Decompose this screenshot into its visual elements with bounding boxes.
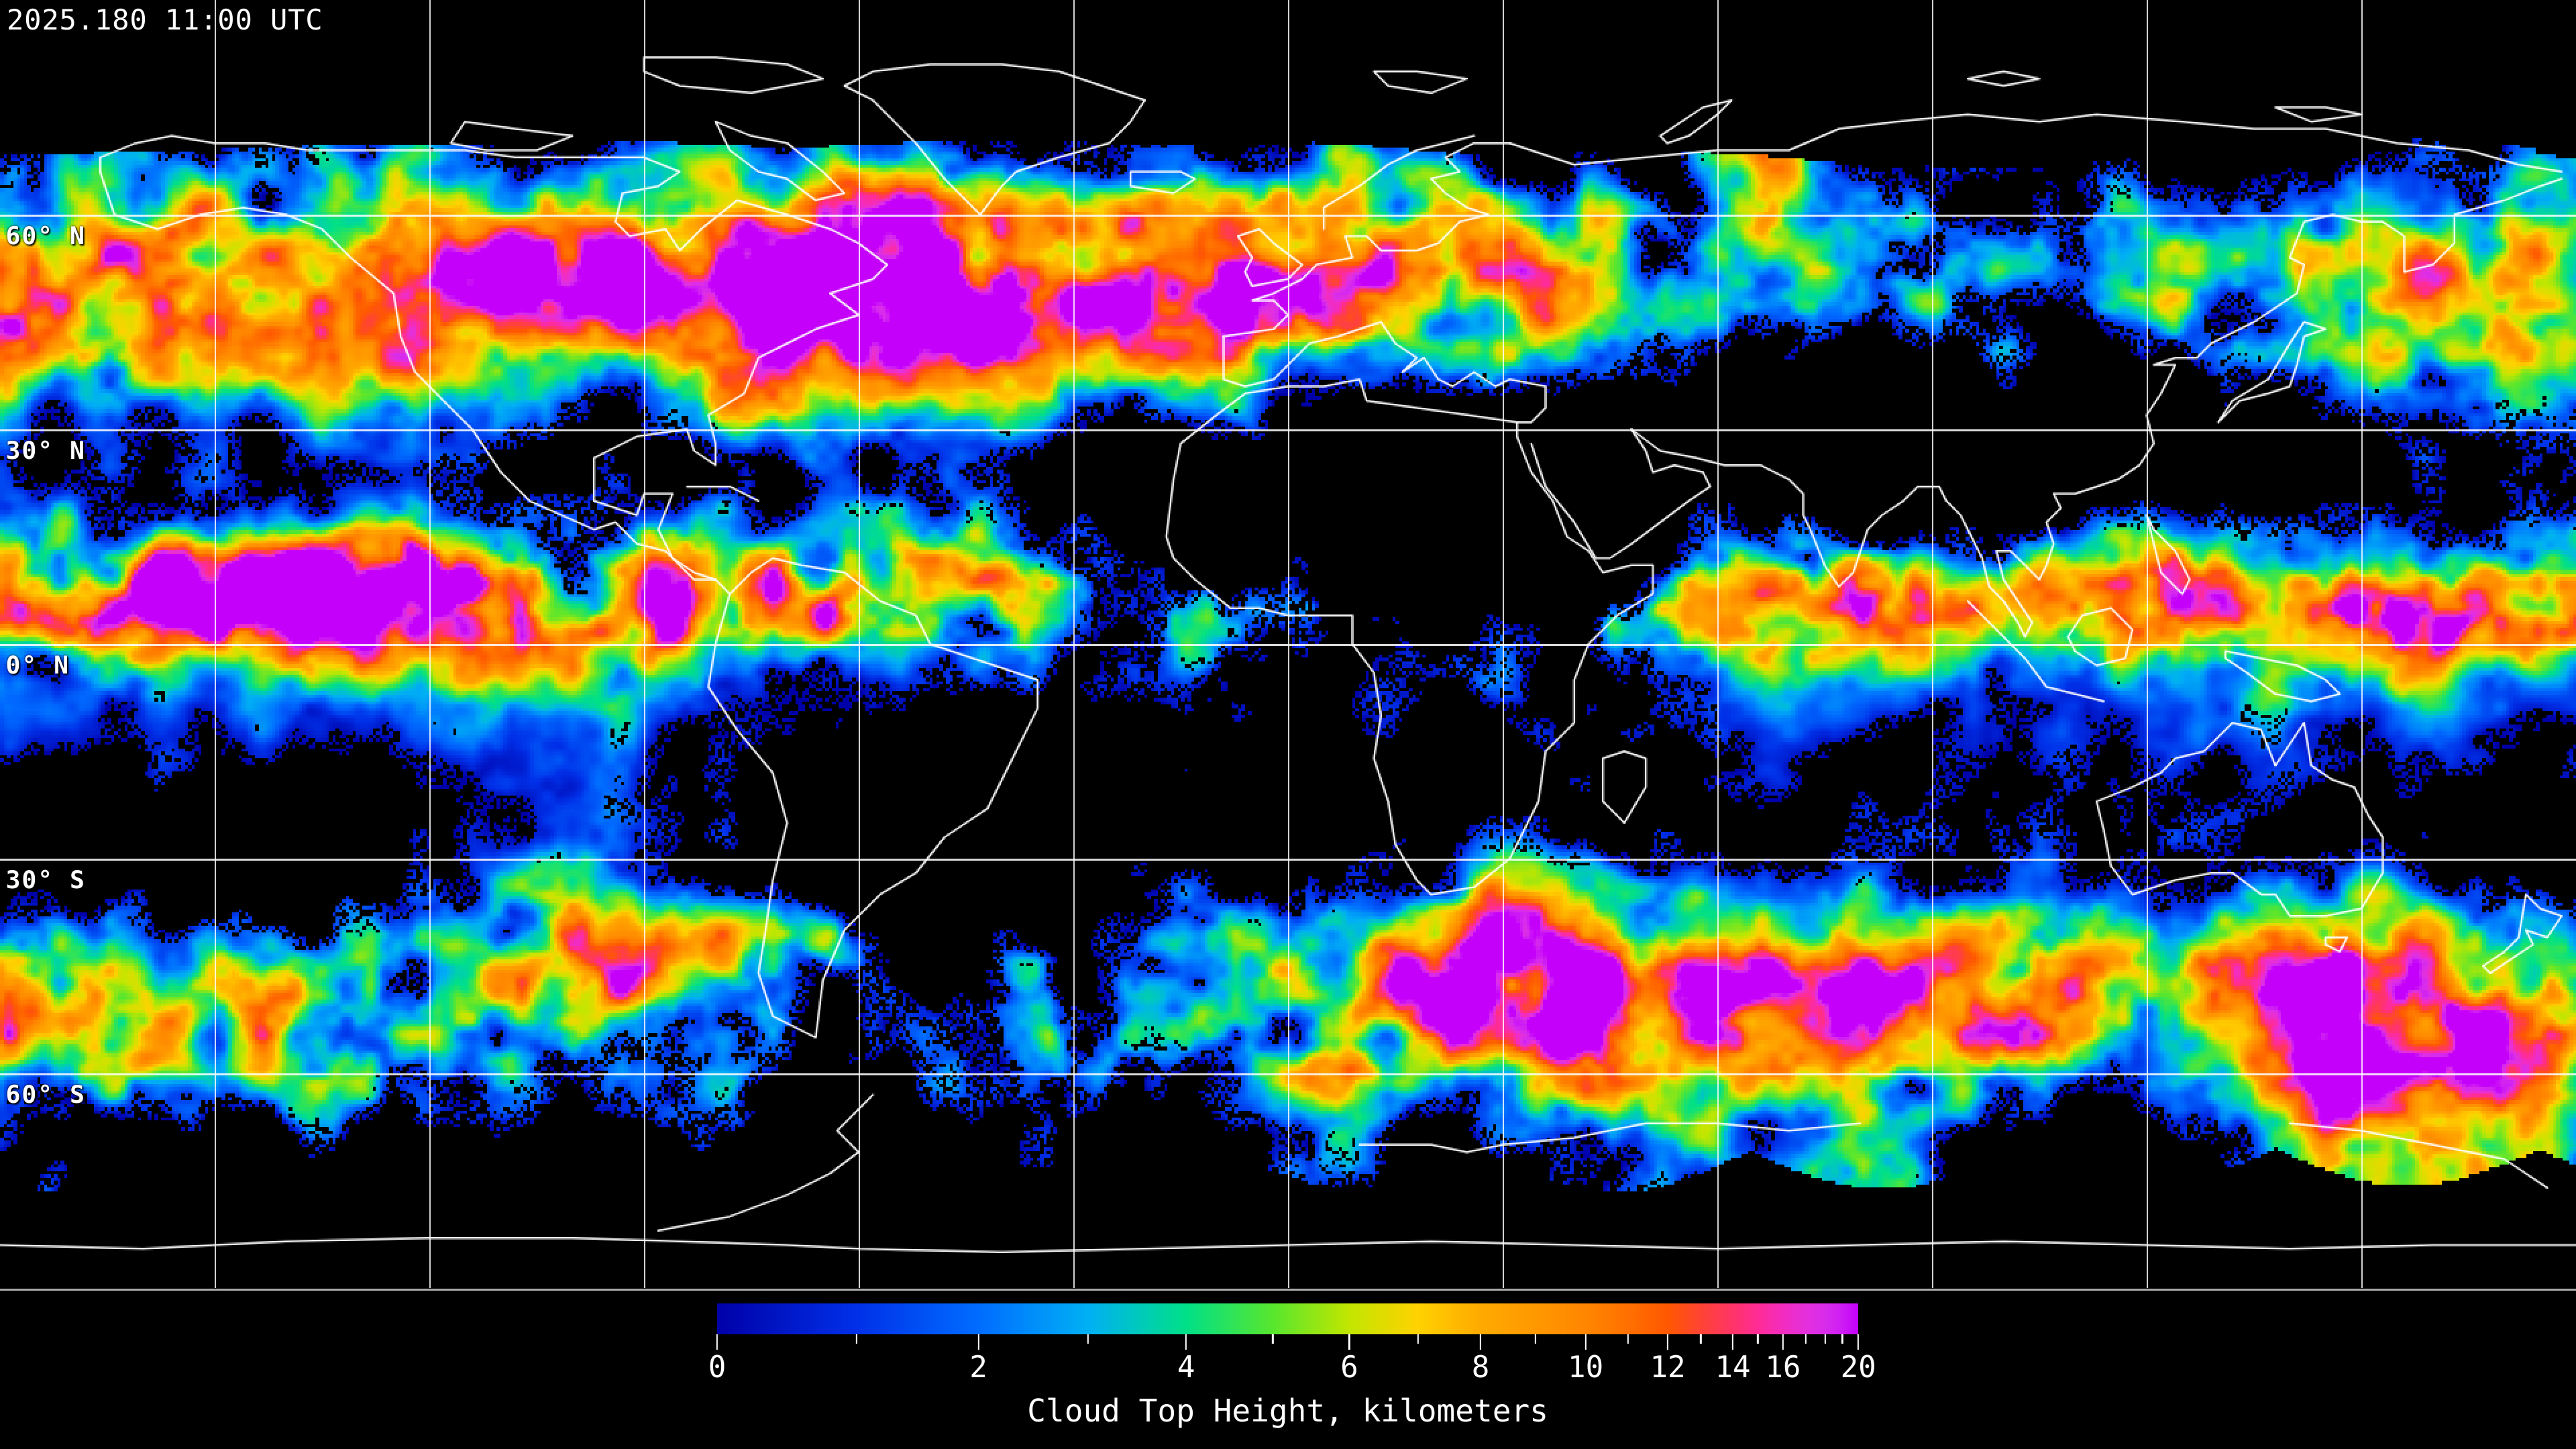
colorbar-title: Cloud Top Height, kilometers [1027,1392,1548,1429]
colorbar-tick-6 [1348,1334,1350,1350]
colorbar-tick-14 [1731,1334,1734,1350]
colorbar-tick-label-6: 6 [1340,1350,1358,1385]
colorbar-tick-10 [1585,1334,1587,1350]
colorbar-tick-2 [977,1334,979,1350]
colorbar-tick-20 [1858,1334,1860,1350]
colorbar-tick-9 [1534,1334,1536,1344]
colorbar-tick-label-20: 20 [1840,1350,1876,1385]
colorbar-tick-16 [1782,1334,1784,1350]
colorbar-tick-11 [1627,1334,1629,1344]
colorbar-tick-7 [1417,1334,1419,1344]
colorbar-tick-label-8: 8 [1471,1350,1490,1385]
colorbar-tick-3 [1087,1334,1089,1344]
colorbar-tick-label-16: 16 [1765,1350,1801,1385]
colorbar-tick-label-4: 4 [1177,1350,1195,1385]
colorbar-tick-label-0: 0 [708,1350,727,1385]
colorbar-tick-label-10: 10 [1567,1350,1604,1385]
colorbar-tick-8 [1479,1334,1482,1350]
timestamp: 2025.180 11:00 UTC [6,3,323,37]
colorbar-tick-0 [716,1334,718,1350]
colorbar-tick-13 [1700,1334,1702,1344]
colorbar-tick-17 [1805,1334,1807,1344]
colorbar-tick-15 [1757,1334,1759,1344]
colorbar-tick-label-14: 14 [1715,1350,1751,1385]
colorbar-tick-19 [1841,1334,1843,1344]
colorbar-tick-18 [1824,1334,1826,1344]
colorbar-gradient [717,1303,1859,1334]
colorbar-tick-4 [1185,1334,1187,1350]
colorbar: 0 2 4 6 8 10 12 14 16 20 [708,1303,1876,1385]
colorbar-tick-label-2: 2 [969,1350,987,1385]
colorbar-tick-label-12: 12 [1650,1350,1686,1385]
colorbar-tick-12 [1666,1334,1669,1350]
colorbar-tick-5 [1272,1334,1274,1344]
colorbar-tick-1 [855,1334,857,1344]
